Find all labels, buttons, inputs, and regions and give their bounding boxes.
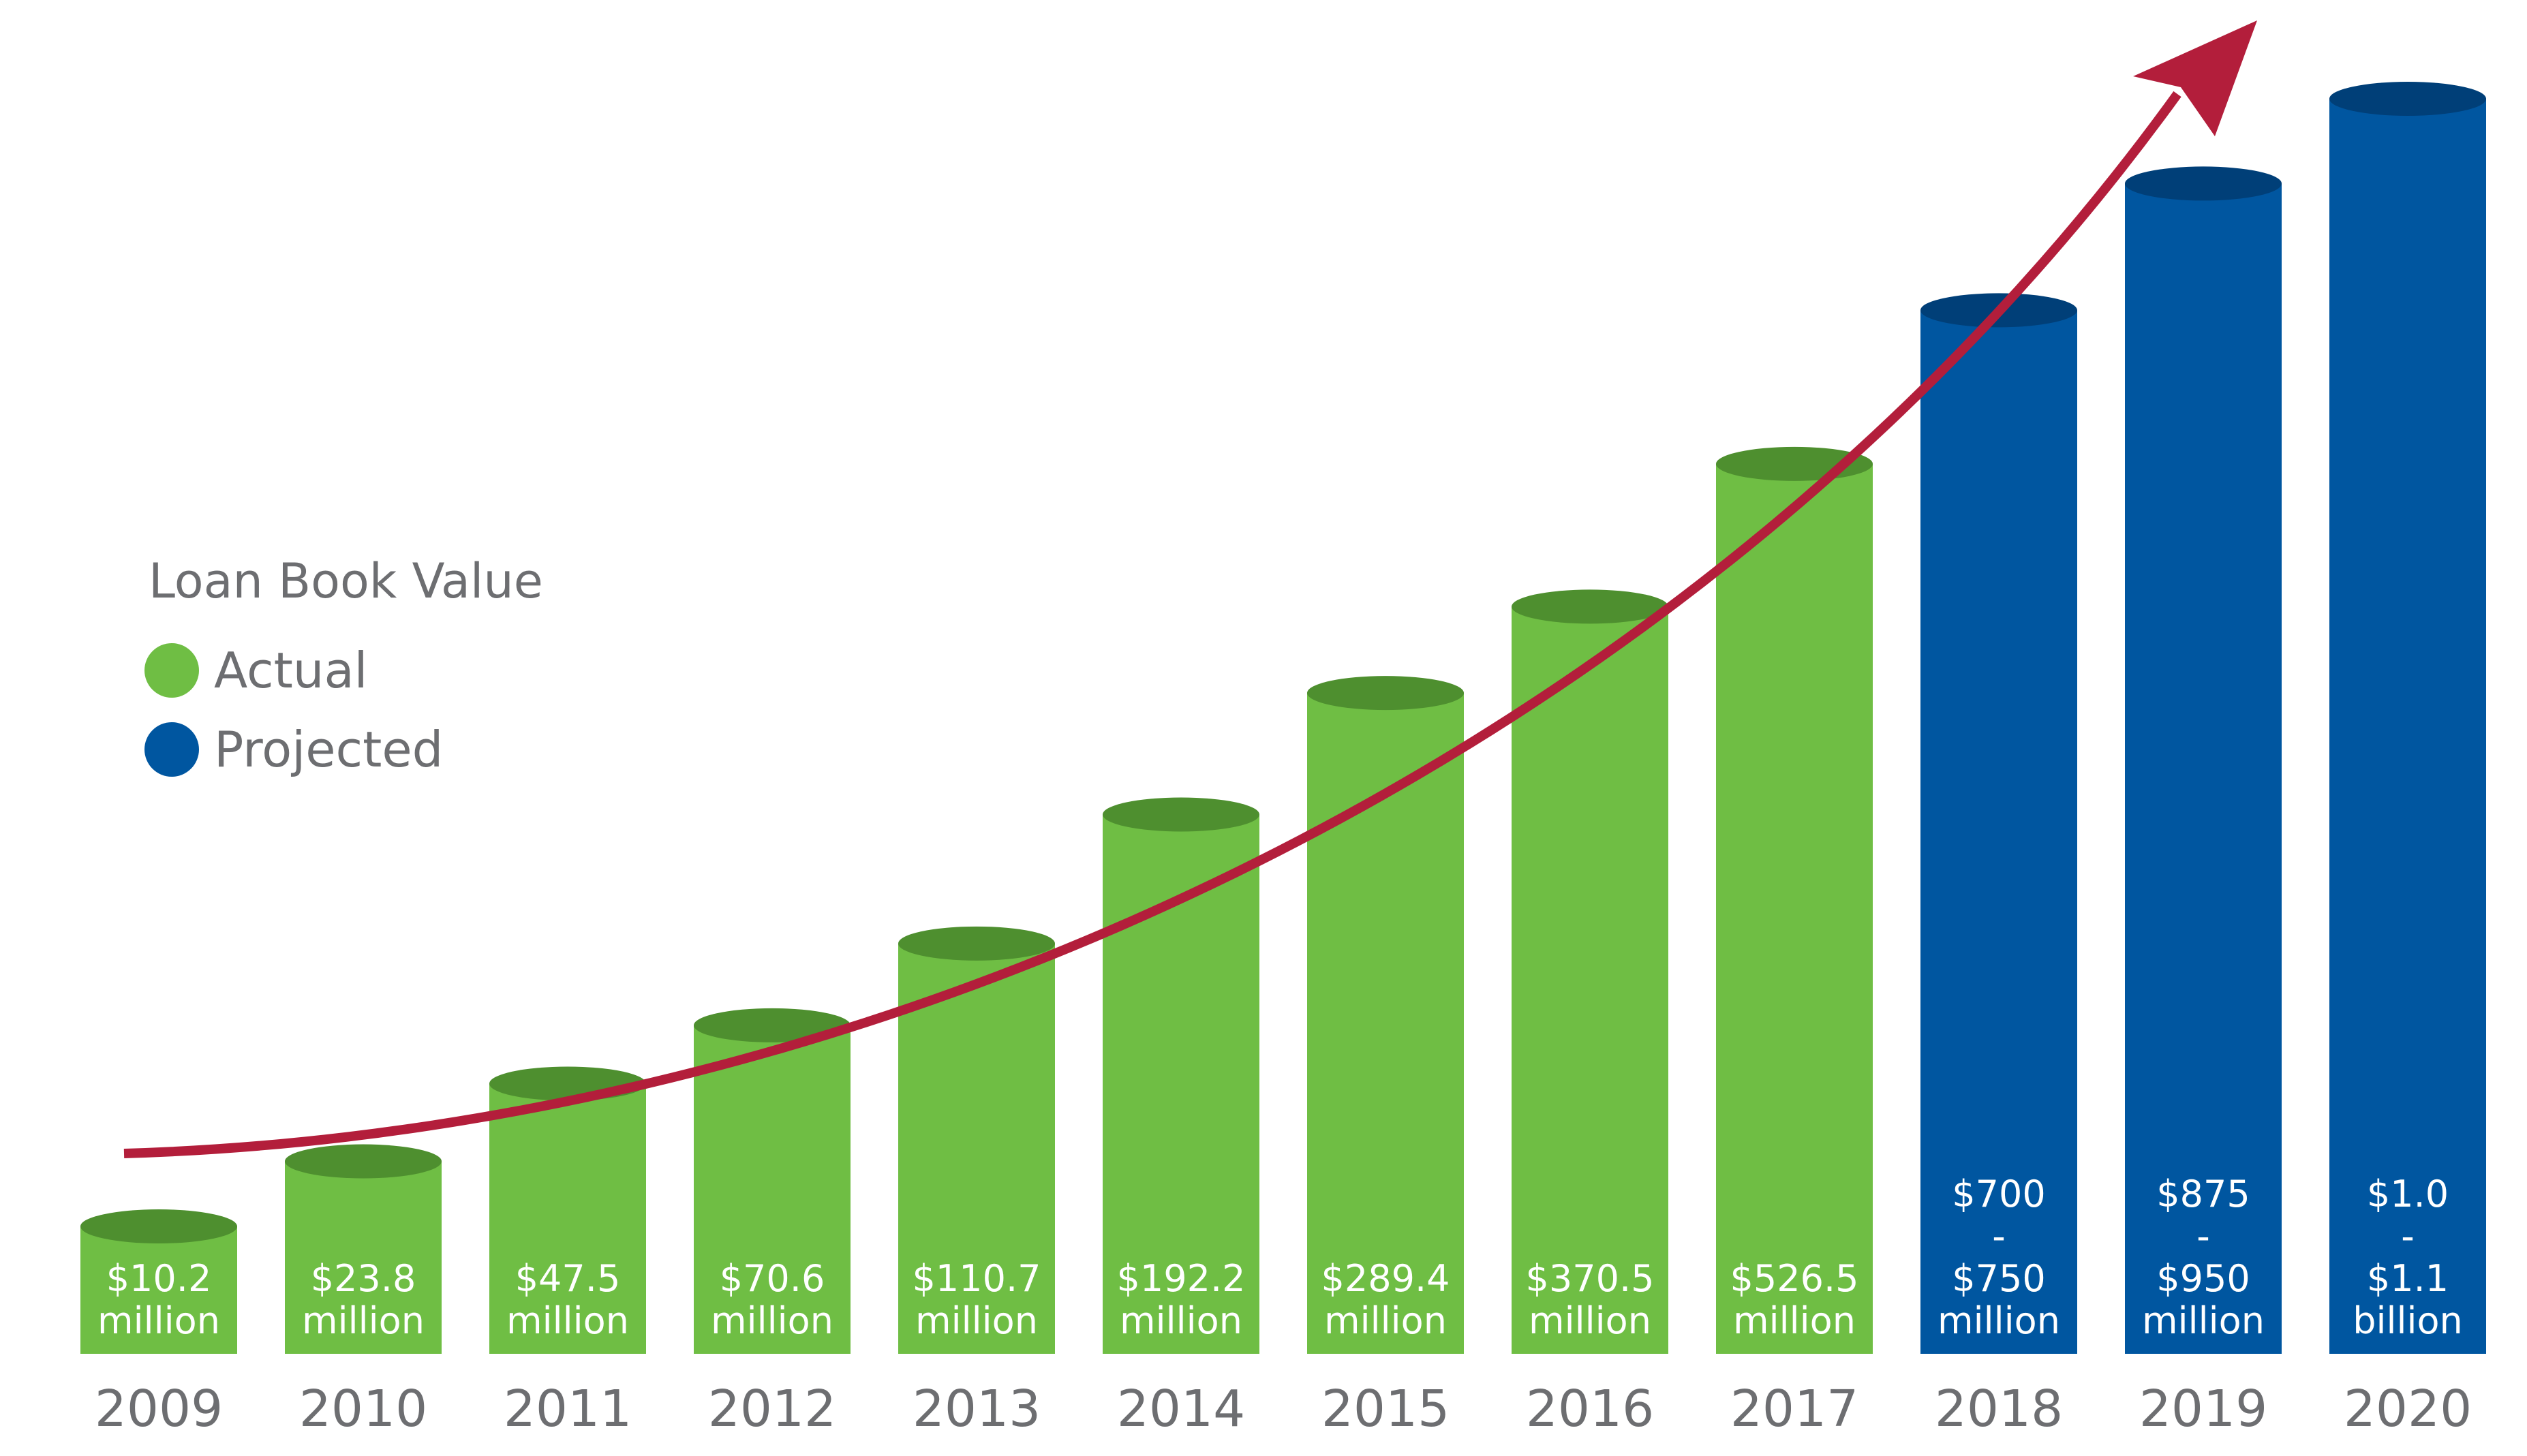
data-label: $47.5 million [506,1257,629,1342]
bar-2014 [1103,797,1259,1354]
bar-2018 [1920,293,2077,1354]
x-tick-label: 2010 [299,1380,427,1438]
legend: Loan Book Value Actual Projected [144,553,543,778]
x-tick-label: 2019 [2139,1380,2267,1438]
x-tick-label: 2020 [2344,1380,2472,1438]
data-label: $289.4 million [1321,1257,1450,1342]
bars-layer [80,82,2486,1354]
legend-label-actual: Actual [214,642,368,699]
bar-body [898,943,1055,1354]
bar-2017 [1716,446,1873,1354]
x-tick-label: 2009 [95,1380,223,1438]
data-label: $526.5 million [1730,1257,1859,1342]
trend-arrow-head [2133,20,2257,136]
data-label: $370.5 million [1526,1257,1655,1342]
bar-top [1103,797,1259,832]
legend-item-projected: Projected [144,721,543,778]
x-tick-label: 2016 [1526,1380,1654,1438]
legend-item-actual: Actual [144,642,543,699]
data-label: $700 -$750 million [1938,1173,2060,1342]
bar-top [489,1066,646,1101]
x-tick-label: 2011 [504,1380,632,1438]
bar-body [1716,463,1873,1354]
bar-body [2125,183,2282,1354]
x-tick-label: 2012 [708,1380,836,1438]
x-tick-label: 2018 [1935,1380,2063,1438]
data-label: $70.6 million [711,1257,833,1342]
bar-top [694,1008,851,1042]
x-tick-label: 2014 [1117,1380,1245,1438]
labels-layer: $10.2 million 2009 $23.8 million 2010 $47.5 mil… [95,1173,2472,1438]
data-label: $110.7 million [913,1257,1041,1342]
data-label: $192.2 million [1117,1257,1246,1342]
bar-2013 [898,926,1055,1354]
trend-arrow [123,20,2257,1158]
bar-2010 [285,1144,442,1354]
bar-body [489,1083,646,1354]
bar-body [2329,99,2486,1354]
bar-2009 [80,1209,237,1354]
data-label: $1.0 -$1.1 billion [2353,1173,2463,1342]
x-tick-label: 2017 [1730,1380,1858,1438]
legend-swatch-actual [144,643,199,698]
bar-top [1512,589,1668,624]
legend-label-projected: Projected [214,721,444,778]
legend-swatch-projected [144,722,199,777]
bar-body [1103,814,1259,1354]
bar-top [1307,676,1464,711]
x-tick-label: 2015 [1321,1380,1450,1438]
bar-body [1307,693,1464,1354]
trend-arrow-line [123,91,2181,1158]
bar-top [898,926,1055,961]
bar-top [2329,82,2486,116]
bar-body [1920,310,2077,1354]
bar-top [285,1144,442,1179]
bar-body [80,1226,237,1354]
bar-2020 [2329,82,2486,1354]
x-tick-label: 2013 [913,1380,1041,1438]
bar-top [2125,166,2282,201]
bar-body [1512,606,1668,1354]
legend-title: Loan Book Value [149,553,543,609]
bar-body [694,1025,851,1354]
data-label: $875 -$950 million [2142,1173,2265,1342]
bar-2019 [2125,166,2282,1354]
bar-2016 [1512,589,1668,1354]
data-label: $23.8 million [302,1257,425,1342]
bar-2015 [1307,676,1464,1354]
bar-top [80,1209,237,1243]
bar-body [285,1161,442,1354]
bar-2012 [694,1008,851,1354]
data-label: $10.2 million [97,1257,220,1342]
